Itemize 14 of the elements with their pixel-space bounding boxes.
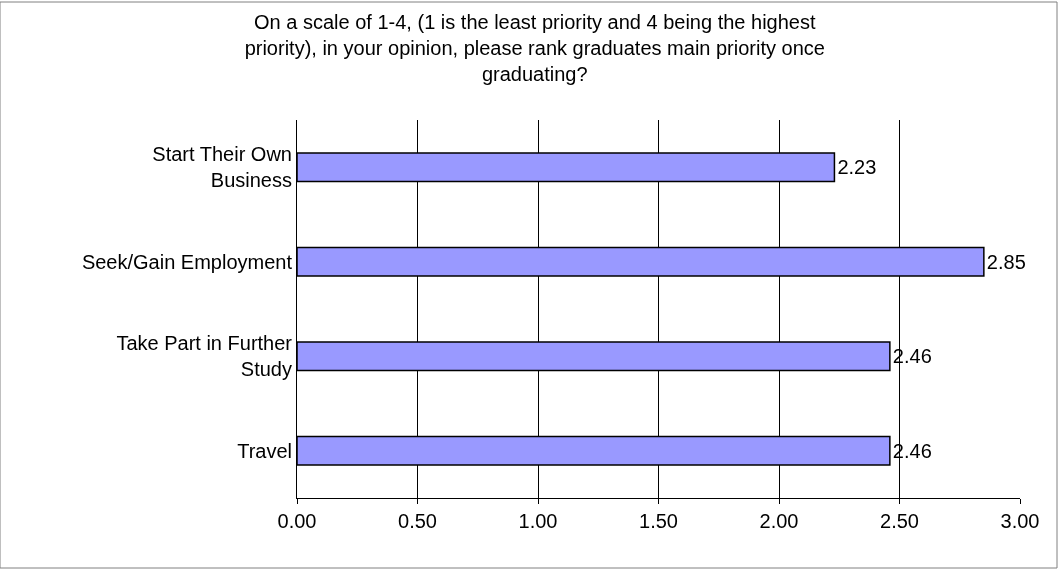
x-tick-label: 3.00 — [1000, 510, 1040, 532]
x-tick-label: 1.50 — [639, 510, 678, 532]
y-tick-label: Start Their Own Business — [152, 143, 292, 192]
x-tick-label: 2.50 — [880, 510, 919, 532]
y-tick-label: Take Part in Further Study — [116, 332, 293, 381]
y-tick-label: Seek/Gain Employment — [81, 250, 293, 273]
x-tick-label: 1.00 — [518, 510, 558, 532]
data-label: 2.23 — [837, 156, 877, 179]
y-tick-label: Travel — [237, 439, 292, 462]
x-tick-label: 2.00 — [759, 510, 799, 532]
x-tick-label: 0.00 — [277, 510, 317, 532]
data-label: 2.85 — [986, 250, 1026, 273]
x-tick-label: 0.50 — [398, 510, 437, 532]
chart-title: On a scale of 1-4, (1 is the least priority and 4 being the highest priority), in your opinion, please rank graduates main priority once graduating? — [244, 10, 825, 85]
